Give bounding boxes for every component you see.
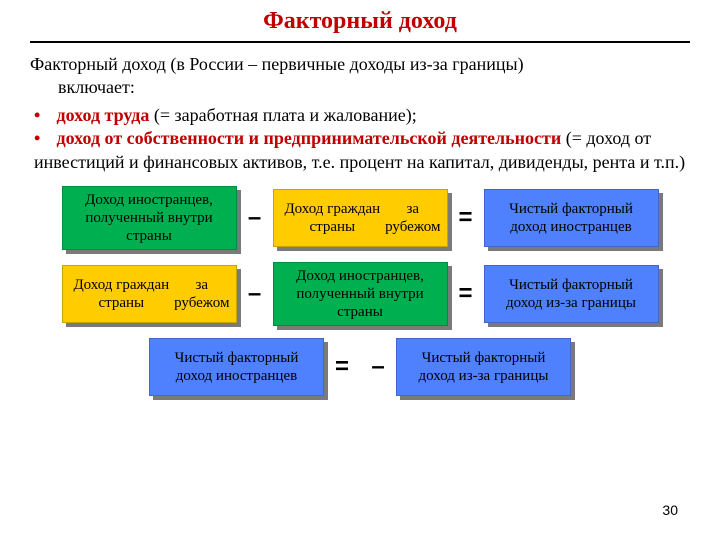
intro-text: Факторный доход (в России – первичные до…	[30, 53, 690, 100]
equations-area: Доход иностранцев, полученный внутри стр…	[30, 186, 690, 396]
bullet-rest: (= заработная плата и жалование);	[149, 105, 416, 125]
box-line: Доход граждан страны	[69, 276, 175, 312]
formula-box: Чистый факторный доход иностранцев	[149, 338, 324, 396]
box-line: за рубежом	[174, 276, 229, 312]
formula-box: Чистый факторный доход из-за границы	[396, 338, 571, 396]
operator: =	[448, 280, 484, 308]
page-title: Факторный доход	[30, 8, 690, 35]
box-line: Доход граждан страны	[280, 200, 386, 236]
bullet-list: доход труда (= заработная плата и жалова…	[30, 104, 690, 174]
formula-box: Доход иностранцев, полученный внутри стр…	[273, 262, 448, 326]
equation-row: Чистый факторный доход иностранцев=–Чист…	[30, 338, 690, 396]
box-line: за рубежом	[385, 200, 440, 236]
box-line: Чистый факторный доход иностранцев	[156, 349, 317, 385]
bullet-highlight: доход труда	[57, 105, 150, 125]
formula-box: Чистый факторный доход иностранцев	[484, 189, 659, 247]
box-line: Чистый факторный доход иностранцев	[491, 200, 652, 236]
formula-box: Доход иностранцев, полученный внутри стр…	[62, 186, 237, 250]
operator: –	[360, 353, 396, 381]
intro-line2: включает:	[58, 77, 135, 97]
operator: =	[448, 204, 484, 232]
formula-box: Чистый факторный доход из-за границы	[484, 265, 659, 323]
slide: Факторный доход Факторный доход (в Росси…	[0, 0, 720, 540]
intro-line1: Факторный доход (в России – первичные до…	[30, 54, 524, 74]
box-line: Доход иностранцев, полученный внутри стр…	[280, 267, 441, 321]
bullet-highlight: доход от собственности и предприниматель…	[57, 128, 562, 148]
page-number: 30	[662, 502, 678, 518]
operator: –	[237, 204, 273, 232]
box-line: Чистый факторный доход из-за границы	[403, 349, 564, 385]
equation-row: Доход иностранцев, полученный внутри стр…	[30, 186, 690, 250]
box-line: Чистый факторный доход из-за границы	[491, 276, 652, 312]
bullet-item: доход от собственности и предприниматель…	[34, 127, 690, 174]
formula-box: Доход граждан страныза рубежом	[62, 265, 237, 323]
formula-box: Доход граждан страныза рубежом	[273, 189, 448, 247]
bullet-item: доход труда (= заработная плата и жалова…	[34, 104, 690, 127]
operator: –	[237, 280, 273, 308]
equation-row: Доход граждан страныза рубежом–Доход ино…	[30, 262, 690, 326]
title-underline	[30, 41, 690, 43]
box-line: Доход иностранцев, полученный внутри стр…	[69, 191, 230, 245]
operator: =	[324, 353, 360, 381]
